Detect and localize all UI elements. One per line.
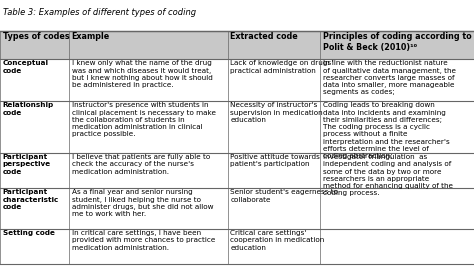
Text: Instructor's presence with students in
clinical placement is necessary to make
t: Instructor's presence with students in c… — [72, 103, 216, 138]
Text: Participant
characteristic
code: Participant characteristic code — [3, 189, 59, 210]
Text: Table 3: Examples of different types of coding: Table 3: Examples of different types of … — [3, 8, 196, 17]
Text: In line with the reductionist nature
of qualitative data management, the
researc: In line with the reductionist nature of … — [323, 60, 456, 95]
Text: Lack of knowledge on drugs'
practical administration: Lack of knowledge on drugs' practical ad… — [230, 60, 334, 74]
Text: Participant
perspective
code: Participant perspective code — [3, 154, 51, 175]
Bar — [0, 31, 474, 59]
Bar — [0, 188, 474, 229]
Text: Positive attitude towards
patient's participation: Positive attitude towards patient's part… — [230, 154, 320, 167]
Text: I believe that patients are fully able to
check the accuracy of the nurse's
medi: I believe that patients are fully able t… — [72, 154, 210, 175]
Text: Critical care settings'
cooperation in medication
education: Critical care settings' cooperation in m… — [230, 230, 325, 251]
Text: Coding leads to breaking down
data into incidents and examining
their similariti: Coding leads to breaking down data into … — [323, 103, 449, 159]
Text: Types of codes: Types of codes — [3, 32, 70, 41]
Text: Conceptual
code: Conceptual code — [3, 60, 49, 74]
Bar — [0, 59, 474, 101]
Bar — [0, 229, 474, 264]
Text: Necessity of instructor's
supervision in medication
education: Necessity of instructor's supervision in… — [230, 103, 323, 123]
Text: Investigator triangulation  as
independent coding and analysis of
some of the da: Investigator triangulation as independen… — [323, 154, 453, 196]
Text: Senior student's eagerness to
collaborate: Senior student's eagerness to collaborat… — [230, 189, 338, 203]
Text: Relationship
code: Relationship code — [3, 103, 54, 116]
Text: Extracted code: Extracted code — [230, 32, 298, 41]
Text: In critical care settings, I have been
provided with more chances to practice
me: In critical care settings, I have been p… — [72, 230, 215, 251]
Text: As a final year and senior nursing
student, I liked helping the nurse to
adminis: As a final year and senior nursing stude… — [72, 189, 213, 217]
Bar — [0, 153, 474, 188]
Text: Principles of coding according to
Polit & Beck (2010)¹⁰: Principles of coding according to Polit … — [323, 32, 472, 52]
Text: Setting code: Setting code — [3, 230, 55, 236]
Text: I knew only what the name of the drug
was and which diseases it would treat,
but: I knew only what the name of the drug wa… — [72, 60, 212, 88]
Text: Example: Example — [72, 32, 110, 41]
Bar — [0, 101, 474, 153]
